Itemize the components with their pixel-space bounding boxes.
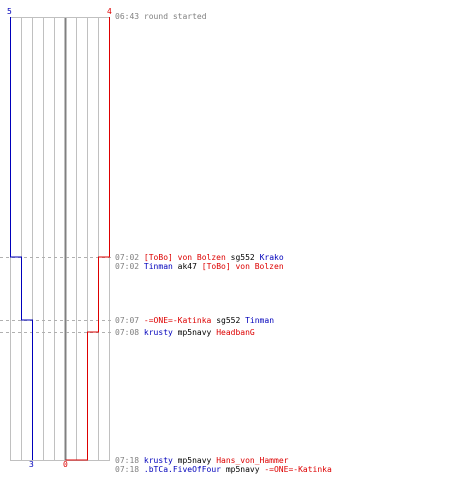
event-time: 07:07 [115,316,140,325]
red-end-count-label: 0 [63,460,68,469]
event-time: 07:18 [115,456,140,465]
event-time: 07:02 [115,253,140,262]
event-time: 07:02 [115,262,140,271]
blue-player-name: Krako [259,253,284,262]
weapon-name: mp5navy [177,456,212,465]
red-player-name: [ToBo] von Bolzen [201,262,284,271]
event-dashed-lines [0,257,113,333]
blue-player-name: Tinman [245,316,275,325]
red-player-name: -=ONE=-Katinka [264,465,332,474]
blue-end-count-label: 3 [29,460,34,469]
blue-player-name: Tinman [143,262,173,271]
weapon-name: ak47 [177,262,197,271]
blue-player-name: krusty [143,328,173,337]
red-player-name: HeadbanG [216,328,255,337]
kill-event-row: 07:02 [ToBo] von Bolzen sg552 Krako [115,253,284,262]
kill-event-row: 07:02 Tinman ak47 [ToBo] von Bolzen [115,262,284,271]
kill-event-row: 07:18 krusty mp5navy Hans_von_Hammer [115,456,288,465]
blue-team-alive-line [10,17,33,460]
red-player-name: -=ONE=-Katinka [143,316,212,325]
kill-event-row: 07:08 krusty mp5navy HeadbanG [115,328,255,337]
graph-grid [10,17,110,461]
blue-player-name: .bTCa.FiveOfFour [143,465,221,474]
weapon-name: sg552 [230,253,255,262]
weapon-name: mp5navy [177,328,212,337]
red-start-count-label: 4 [107,7,112,16]
red-player-name: Hans_von_Hammer [216,456,289,465]
red-team-alive-line [65,17,110,461]
event-time: 07:18 [115,465,140,474]
kill-event-row: 07:07 -=ONE=-Katinka sg552 Tinman [115,316,274,325]
event-time: 06:43 [115,12,140,21]
weapon-name: mp5navy [225,465,260,474]
event-text: round started [143,12,207,21]
blue-player-name: krusty [143,456,173,465]
blue-start-count-label: 5 [7,7,12,16]
kill-event-row: 07:18 .bTCa.FiveOfFour mp5navy -=ONE=-Ka… [115,465,332,474]
red-player-name: [ToBo] von Bolzen [143,253,226,262]
round-start-event: 06:43 round started [115,12,207,21]
team-alive-graph: 5 4 3 0 [0,7,113,469]
weapon-name: sg552 [216,316,241,325]
event-time: 07:08 [115,328,140,337]
